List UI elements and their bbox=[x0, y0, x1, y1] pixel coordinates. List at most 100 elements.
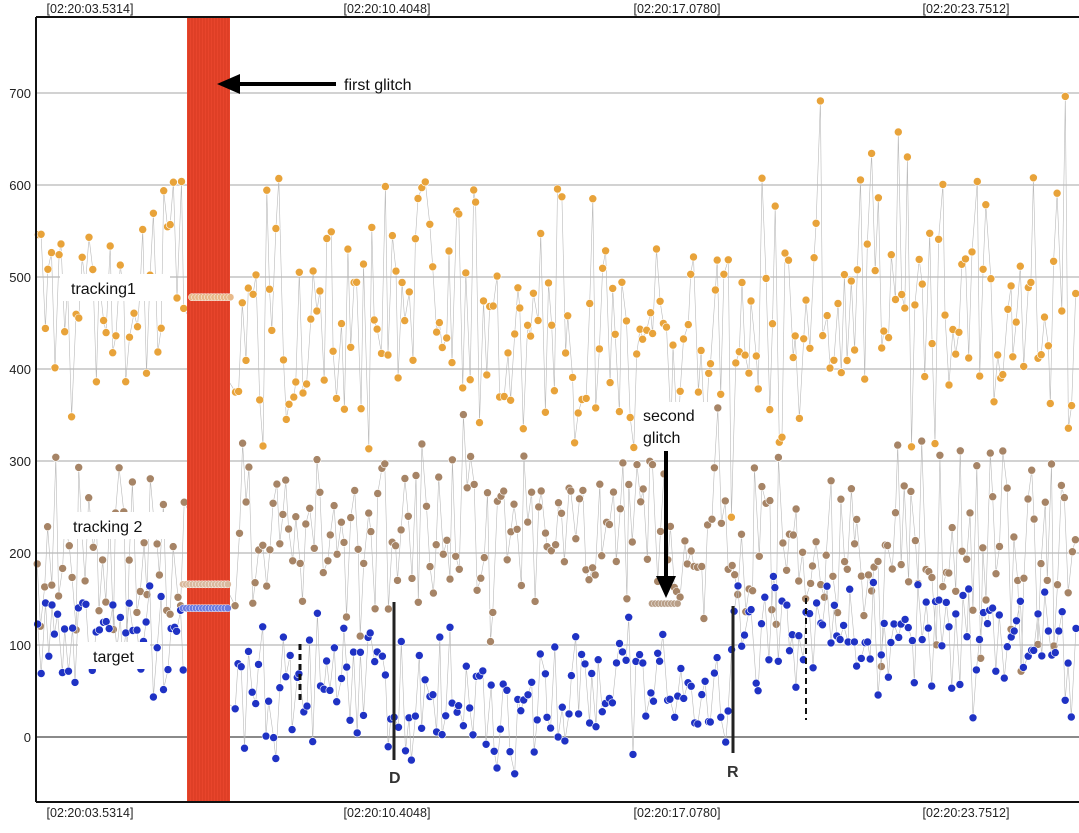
point-tracking-2 bbox=[622, 594, 632, 604]
point-tracking1 bbox=[425, 220, 435, 229]
point-tracking1 bbox=[367, 223, 377, 232]
point-tracking-2 bbox=[951, 586, 961, 596]
point-target bbox=[839, 621, 848, 630]
point-tracking1 bbox=[482, 370, 492, 380]
point-tracking-2 bbox=[707, 514, 717, 524]
point-tracking-2 bbox=[238, 438, 247, 448]
point-target bbox=[553, 732, 563, 742]
point-target bbox=[712, 653, 722, 662]
point-target bbox=[764, 655, 774, 665]
point-target bbox=[856, 654, 866, 663]
point-tracking-2 bbox=[554, 498, 563, 508]
point-tracking-2 bbox=[101, 597, 111, 607]
point-tracking-2 bbox=[806, 579, 815, 588]
point-target bbox=[1067, 712, 1076, 722]
point-target bbox=[612, 658, 621, 668]
point-tracking1 bbox=[265, 284, 274, 294]
point-target bbox=[261, 731, 271, 741]
point-target bbox=[983, 619, 992, 628]
point-target bbox=[873, 690, 883, 700]
point-tracking1 bbox=[964, 353, 974, 363]
y-axis-ticks: 0 100 200 300 400 500 600 700 bbox=[9, 86, 31, 745]
point-tracking1 bbox=[601, 246, 610, 256]
point-target bbox=[994, 610, 1004, 620]
point-tracking-2 bbox=[551, 540, 560, 550]
point-tracking-2 bbox=[132, 608, 142, 617]
second-glitch-arrow-head bbox=[656, 576, 676, 598]
point-target bbox=[968, 713, 978, 723]
point-target bbox=[808, 663, 818, 673]
point-tracking1 bbox=[420, 177, 430, 187]
point-tracking1 bbox=[308, 266, 318, 276]
point-tracking-2 bbox=[346, 513, 356, 522]
point-tracking1 bbox=[1029, 173, 1038, 183]
point-tracking1 bbox=[322, 234, 332, 243]
point-target bbox=[308, 737, 318, 746]
point-tracking1 bbox=[799, 334, 809, 344]
point-tracking1 bbox=[874, 193, 883, 203]
point-target bbox=[903, 623, 913, 632]
point-target bbox=[330, 643, 339, 653]
point-tracking-2 bbox=[852, 515, 862, 524]
point-tracking1 bbox=[159, 186, 168, 195]
point-target bbox=[116, 613, 125, 622]
point-target bbox=[850, 637, 859, 647]
point-tracking-2 bbox=[51, 452, 61, 462]
point-target bbox=[394, 722, 403, 732]
point-target bbox=[550, 642, 560, 652]
point-tracking1 bbox=[133, 322, 142, 332]
point-tracking1 bbox=[1064, 423, 1073, 433]
point-tracking1 bbox=[108, 348, 117, 358]
x-axis-bottom-labels: [02:20:03.5314] [02:20:10.4048] [02:20:1… bbox=[47, 806, 1010, 820]
point-tracking1 bbox=[761, 274, 771, 283]
point-tracking1 bbox=[886, 250, 896, 259]
point-tracking1 bbox=[816, 96, 825, 106]
point-tracking1 bbox=[1049, 256, 1058, 266]
point-target bbox=[481, 739, 491, 749]
point-tracking-2 bbox=[434, 472, 444, 482]
point-target bbox=[770, 583, 780, 592]
point-tracking-2 bbox=[782, 565, 791, 575]
y-tick-400: 400 bbox=[9, 362, 31, 377]
point-tracking-2 bbox=[836, 494, 846, 504]
point-tracking1 bbox=[356, 404, 366, 414]
point-tracking1 bbox=[179, 304, 188, 313]
point-tracking-2 bbox=[165, 609, 175, 619]
point-target bbox=[962, 632, 972, 642]
point-tracking1 bbox=[870, 266, 880, 275]
point-target bbox=[492, 763, 502, 773]
point-tracking1 bbox=[683, 320, 693, 329]
point-target bbox=[356, 647, 365, 657]
point-target bbox=[468, 730, 478, 740]
point-target bbox=[886, 638, 896, 647]
point-tracking1 bbox=[518, 424, 528, 434]
point-tracking1 bbox=[751, 351, 761, 361]
point-tracking-2 bbox=[615, 504, 625, 514]
point-tracking-2 bbox=[509, 499, 519, 509]
point-tracking-2 bbox=[291, 512, 301, 522]
point-target bbox=[716, 712, 726, 722]
point-tracking1 bbox=[244, 283, 253, 293]
second-glitch-label-line1: second bbox=[643, 408, 695, 425]
point-tracking-2 bbox=[325, 530, 335, 540]
point-tracking-2 bbox=[244, 462, 254, 472]
point-target bbox=[934, 595, 944, 605]
point-tracking1 bbox=[479, 296, 488, 306]
point-tracking-2 bbox=[519, 451, 529, 461]
point-tracking-2 bbox=[47, 580, 57, 590]
point-tracking-2 bbox=[364, 508, 374, 518]
y-tick-200: 200 bbox=[9, 546, 31, 561]
point-tracking-2 bbox=[323, 556, 333, 566]
point-target bbox=[1016, 596, 1025, 606]
point-tracking-2 bbox=[962, 554, 972, 564]
point-target bbox=[254, 660, 263, 669]
point-tracking-2 bbox=[472, 585, 482, 595]
point-tracking-2 bbox=[295, 559, 305, 568]
point-target bbox=[339, 623, 349, 633]
point-target bbox=[342, 662, 352, 672]
point-tracking1 bbox=[790, 331, 800, 341]
point-tracking1 bbox=[930, 439, 940, 448]
point-tracking-2 bbox=[288, 556, 298, 566]
point-target bbox=[359, 711, 368, 720]
point-tracking1 bbox=[954, 327, 964, 337]
